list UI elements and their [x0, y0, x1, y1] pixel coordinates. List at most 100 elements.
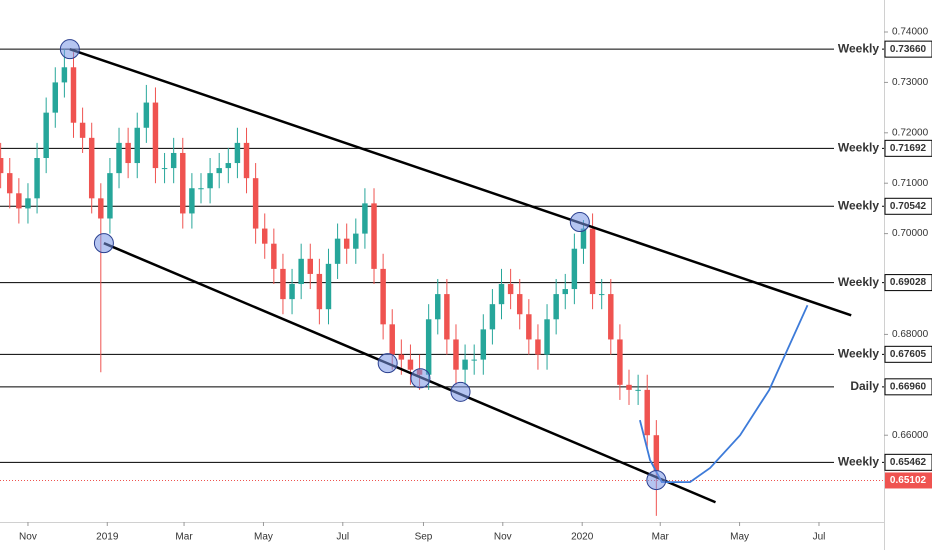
level-name: Weekly [838, 141, 879, 155]
candle-body [389, 324, 395, 355]
candle-body [480, 329, 487, 360]
candle-body [589, 228, 596, 295]
trend-line [69, 47, 852, 317]
current-price-label: 0.65102 [890, 475, 927, 486]
candle-body [43, 112, 49, 159]
level-name: Weekly [838, 346, 879, 360]
projection-curve [639, 304, 809, 483]
candle-body [489, 304, 496, 330]
level-label-bg [834, 198, 882, 215]
level-price-label: 0.67605 [890, 349, 927, 360]
candle-body [316, 273, 323, 310]
candle-body [608, 294, 614, 340]
candle-body [644, 389, 650, 436]
candle-body [353, 233, 359, 249]
level-name: Weekly [838, 454, 879, 468]
touch-marker [93, 233, 114, 254]
candle-body [544, 319, 550, 355]
y-tick-label: 0.66000 [892, 430, 929, 441]
x-tick-label: Mar [652, 532, 670, 543]
touch-marker [59, 39, 80, 60]
candle-body [471, 359, 477, 361]
candle-body [453, 339, 459, 370]
y-tick-label: 0.68000 [892, 329, 929, 340]
candle-body [271, 243, 277, 269]
candle-body [61, 67, 68, 83]
candle-body [526, 314, 532, 340]
candle-body [289, 284, 295, 300]
candle-body [598, 294, 605, 296]
candle-body [307, 258, 314, 274]
level-name: Weekly [838, 198, 879, 212]
candle-body [7, 173, 13, 194]
y-tick-label: 0.70000 [892, 228, 929, 239]
candle-body [225, 163, 232, 169]
level-price-tag [884, 274, 932, 292]
level-price-label: 0.65462 [890, 457, 927, 468]
candle-body [325, 263, 332, 310]
level-price-label: 0.73660 [890, 44, 927, 55]
candle-body [52, 82, 59, 113]
candle-body [198, 188, 204, 190]
x-tick-label: Nov [494, 532, 512, 543]
candle-body [571, 248, 578, 290]
candle-body [125, 142, 131, 164]
current-price-tag [885, 472, 932, 489]
touch-marker [377, 353, 398, 374]
level-price-tag [884, 378, 932, 396]
candle-body [107, 173, 113, 219]
candle-body [435, 294, 441, 320]
level-price-tag [884, 40, 932, 58]
candle-body [380, 268, 386, 325]
candle-body [462, 359, 468, 370]
level-label-bg [834, 41, 882, 58]
candle-body [298, 258, 304, 285]
x-tick-label: May [730, 532, 749, 543]
candle-body [280, 268, 286, 300]
level-price-tag [884, 345, 932, 363]
candle-body [70, 67, 77, 123]
x-tick-label: Jul [336, 532, 349, 543]
candle-body [371, 203, 377, 269]
candle-body [635, 389, 641, 391]
candle-body [34, 158, 40, 199]
candle-body [498, 284, 505, 305]
candle-body [334, 238, 341, 264]
candle-body [617, 339, 623, 385]
level-name: Weekly [838, 41, 879, 55]
candle-body [262, 228, 268, 244]
candle-body [580, 228, 587, 249]
candle-body [553, 294, 559, 320]
y-tick-label: 0.72000 [892, 127, 929, 138]
level-name: Weekly [838, 275, 879, 289]
candle-body [343, 238, 350, 249]
y-tick-label: 0.71000 [892, 178, 929, 189]
candle-body [16, 193, 22, 209]
candle-body [98, 198, 104, 219]
level-label-bg [834, 378, 882, 395]
level-label-bg [834, 140, 882, 157]
touch-marker [646, 470, 667, 491]
level-label-bg [834, 346, 882, 363]
candle-body [444, 294, 450, 340]
level-name: Daily [850, 379, 879, 393]
touch-marker [569, 212, 590, 233]
candle-body [143, 102, 150, 128]
x-tick-label: May [254, 532, 273, 543]
candle-body [152, 102, 159, 169]
candle-body [243, 142, 250, 179]
candle-body [207, 173, 213, 189]
x-tick-label: Sep [415, 532, 433, 543]
candle-body [134, 127, 140, 164]
candle-body [562, 289, 568, 295]
candle-body [180, 152, 186, 214]
candle-body [0, 158, 4, 174]
candle-body [535, 339, 541, 355]
trend-line [103, 242, 717, 504]
candle-body [252, 178, 259, 229]
candle-body [161, 168, 168, 170]
candle-body [407, 359, 414, 370]
level-price-tag [884, 453, 932, 471]
